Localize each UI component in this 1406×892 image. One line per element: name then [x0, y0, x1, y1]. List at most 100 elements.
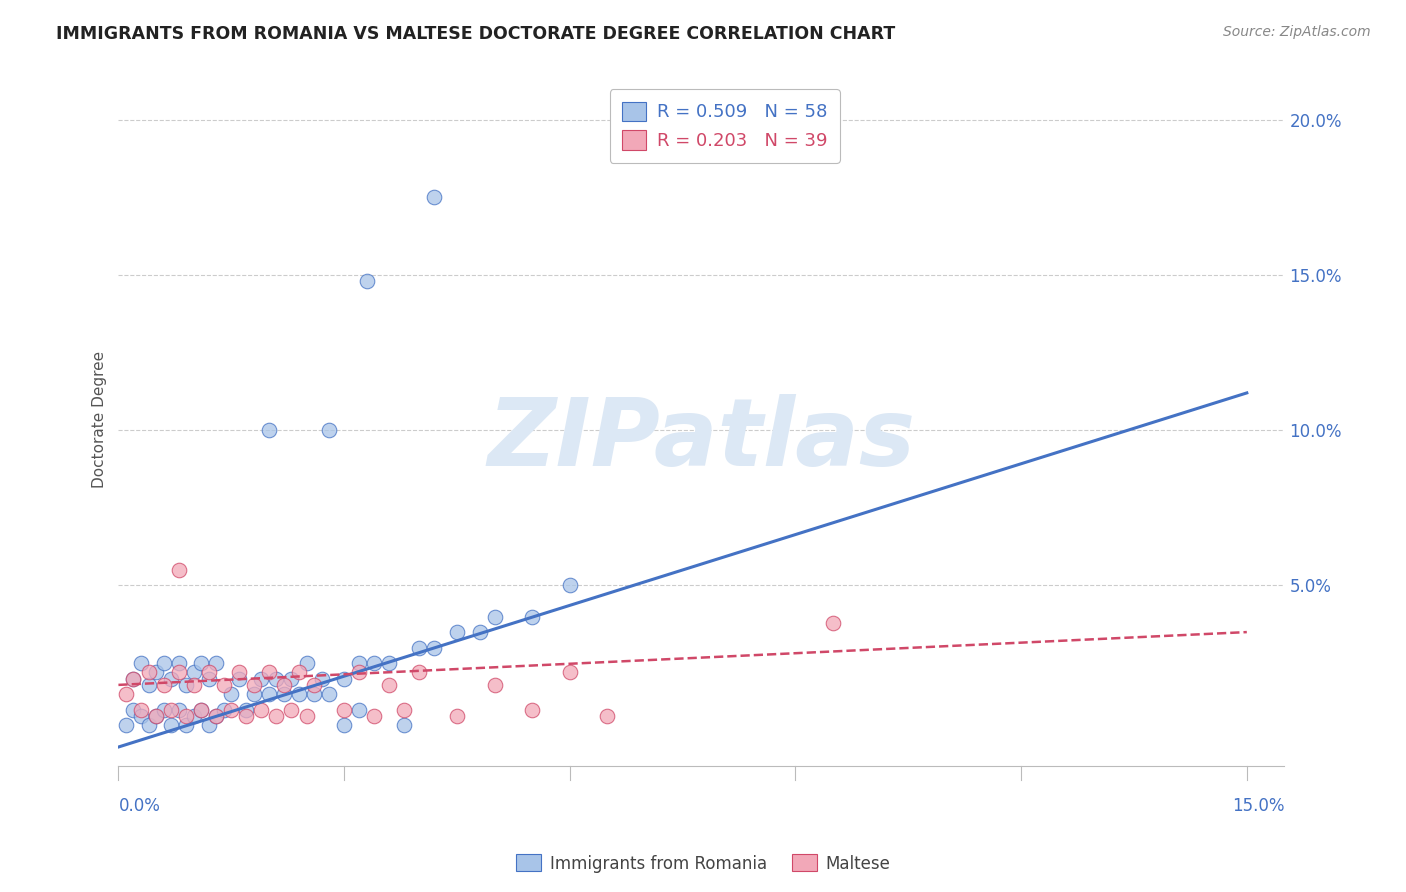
Point — [302, 687, 325, 701]
Point — [257, 423, 280, 437]
Point — [250, 703, 273, 717]
Point — [288, 687, 311, 701]
Point — [347, 656, 370, 670]
Point — [190, 703, 212, 717]
Text: 0.0%: 0.0% — [118, 797, 160, 814]
Point — [235, 709, 257, 723]
Point — [356, 274, 378, 288]
Point — [145, 709, 167, 723]
Point — [423, 640, 446, 655]
Point — [318, 423, 340, 437]
Point — [145, 665, 167, 680]
Point — [468, 625, 491, 640]
Point — [197, 718, 219, 732]
Point — [266, 709, 288, 723]
Point — [446, 709, 468, 723]
Point — [167, 665, 190, 680]
Point — [197, 665, 219, 680]
Point — [280, 672, 302, 686]
Point — [484, 678, 506, 692]
Point — [152, 678, 174, 692]
Point — [138, 678, 160, 692]
Point — [205, 709, 228, 723]
Point — [122, 672, 145, 686]
Point — [522, 703, 544, 717]
Point — [235, 703, 257, 717]
Point — [197, 672, 219, 686]
Point — [115, 718, 138, 732]
Point — [302, 678, 325, 692]
Point — [138, 718, 160, 732]
Point — [219, 687, 242, 701]
Point — [152, 703, 174, 717]
Point — [333, 672, 356, 686]
Point — [311, 672, 333, 686]
Point — [257, 665, 280, 680]
Point — [378, 678, 401, 692]
Point — [408, 665, 430, 680]
Point — [129, 656, 152, 670]
Text: Source: ZipAtlas.com: Source: ZipAtlas.com — [1223, 25, 1371, 39]
Point — [122, 703, 145, 717]
Point — [174, 709, 197, 723]
Point — [243, 687, 266, 701]
Point — [174, 718, 197, 732]
Point — [250, 672, 273, 686]
Point — [212, 678, 235, 692]
Point — [295, 656, 318, 670]
Point — [333, 718, 356, 732]
Point — [183, 665, 205, 680]
Point — [596, 709, 619, 723]
Point — [129, 703, 152, 717]
Point — [174, 678, 197, 692]
Point — [190, 703, 212, 717]
Point — [167, 656, 190, 670]
Point — [129, 709, 152, 723]
Point — [228, 672, 250, 686]
Point — [212, 703, 235, 717]
Point — [522, 609, 544, 624]
Point — [167, 563, 190, 577]
Point — [363, 709, 385, 723]
Point — [347, 703, 370, 717]
Point — [823, 615, 845, 630]
Point — [378, 656, 401, 670]
Point — [295, 709, 318, 723]
Point — [205, 656, 228, 670]
Point — [423, 190, 446, 204]
Point — [152, 656, 174, 670]
Point — [333, 703, 356, 717]
Point — [558, 665, 581, 680]
Point — [394, 703, 416, 717]
Legend: R = 0.509   N = 58, R = 0.203   N = 39: R = 0.509 N = 58, R = 0.203 N = 39 — [610, 89, 839, 163]
Point — [190, 656, 212, 670]
Text: 15.0%: 15.0% — [1232, 797, 1285, 814]
Text: ZIPatlas: ZIPatlas — [488, 394, 915, 486]
Point — [219, 703, 242, 717]
Point — [160, 703, 183, 717]
Point — [318, 687, 340, 701]
Point — [446, 625, 468, 640]
Point — [228, 665, 250, 680]
Legend: Immigrants from Romania, Maltese: Immigrants from Romania, Maltese — [509, 847, 897, 880]
Y-axis label: Doctorate Degree: Doctorate Degree — [93, 351, 107, 488]
Point — [484, 609, 506, 624]
Point — [394, 718, 416, 732]
Point — [167, 703, 190, 717]
Point — [273, 678, 295, 692]
Point — [183, 709, 205, 723]
Point — [347, 665, 370, 680]
Point — [266, 672, 288, 686]
Point — [243, 678, 266, 692]
Point — [115, 687, 138, 701]
Point — [558, 578, 581, 592]
Point — [363, 656, 385, 670]
Point — [183, 678, 205, 692]
Point — [205, 709, 228, 723]
Point — [160, 718, 183, 732]
Point — [145, 709, 167, 723]
Point — [288, 665, 311, 680]
Point — [138, 665, 160, 680]
Point — [122, 672, 145, 686]
Point — [408, 640, 430, 655]
